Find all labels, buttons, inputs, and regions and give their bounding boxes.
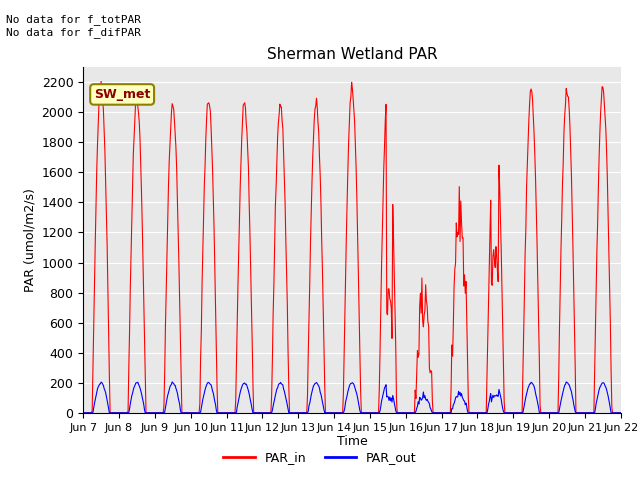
Legend: PAR_in, PAR_out: PAR_in, PAR_out bbox=[218, 446, 422, 469]
Text: SW_met: SW_met bbox=[94, 88, 150, 101]
X-axis label: Time: Time bbox=[337, 435, 367, 448]
Y-axis label: PAR (umol/m2/s): PAR (umol/m2/s) bbox=[23, 188, 36, 292]
Title: Sherman Wetland PAR: Sherman Wetland PAR bbox=[267, 47, 437, 62]
Text: No data for f_totPAR
No data for f_difPAR: No data for f_totPAR No data for f_difPA… bbox=[6, 14, 141, 38]
